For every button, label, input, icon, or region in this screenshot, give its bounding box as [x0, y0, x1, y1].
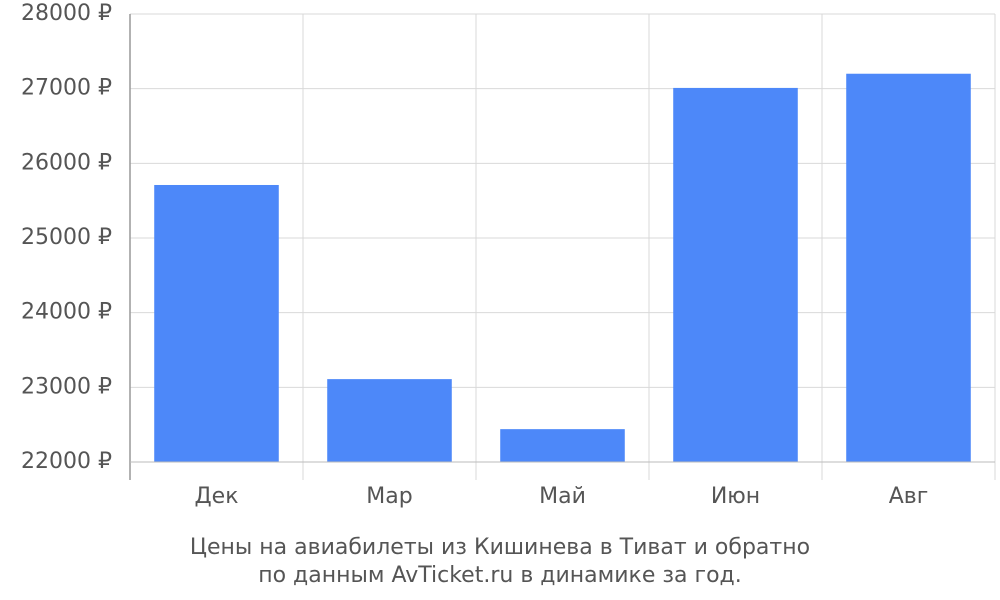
- chart-title: по данным AvTicket.ru в динамике за год.: [258, 563, 742, 588]
- y-tick-label: 27000 ₽: [21, 76, 112, 101]
- x-tick-label: Май: [539, 484, 586, 509]
- bar: [327, 379, 452, 462]
- y-tick-label: 23000 ₽: [21, 374, 112, 399]
- bar: [500, 429, 625, 462]
- y-tick-label: 26000 ₽: [21, 150, 112, 175]
- y-tick-label: 24000 ₽: [21, 300, 112, 325]
- y-tick-label: 22000 ₽: [21, 449, 112, 474]
- x-tick-label: Дек: [194, 484, 238, 509]
- x-tick-label: Авг: [889, 484, 929, 509]
- bar: [154, 184, 279, 462]
- x-tick-label: Июн: [711, 484, 760, 509]
- bar: [846, 73, 971, 462]
- chart-title: Цены на авиабилеты из Кишинева в Тиват и…: [190, 535, 810, 560]
- y-tick-label: 25000 ₽: [21, 225, 112, 250]
- y-tick-label: 28000 ₽: [21, 1, 112, 26]
- bar: [673, 87, 798, 463]
- x-tick-label: Мар: [366, 484, 412, 509]
